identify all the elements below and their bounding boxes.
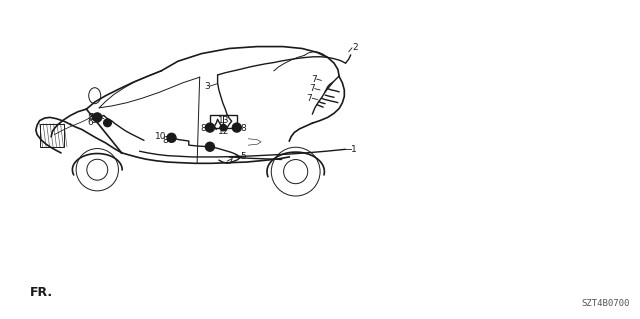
Text: 7: 7	[309, 84, 315, 93]
Bar	[210, 115, 237, 128]
Circle shape	[93, 113, 102, 122]
Text: 10: 10	[155, 132, 166, 141]
Text: 13: 13	[218, 116, 229, 125]
Text: 7: 7	[307, 94, 312, 103]
Circle shape	[167, 133, 176, 142]
Text: 12: 12	[218, 127, 229, 136]
Text: 3: 3	[204, 82, 210, 91]
Circle shape	[205, 123, 214, 132]
Circle shape	[232, 123, 241, 132]
Text: 11: 11	[90, 113, 101, 122]
Text: 7: 7	[227, 157, 233, 166]
Text: 8: 8	[87, 113, 93, 122]
Circle shape	[220, 124, 227, 131]
Text: SZT4B0700: SZT4B0700	[582, 299, 630, 308]
Text: 1: 1	[351, 145, 356, 154]
Text: 8: 8	[240, 124, 246, 133]
Circle shape	[205, 142, 214, 151]
Text: 5: 5	[240, 152, 246, 161]
Text: 8: 8	[200, 124, 206, 133]
Circle shape	[104, 119, 111, 127]
Text: 7: 7	[311, 75, 317, 84]
Text: 2: 2	[352, 43, 358, 52]
Text: FR.: FR.	[29, 286, 52, 299]
Text: 8: 8	[162, 136, 168, 145]
Bar	[40, 124, 64, 147]
Text: 6: 6	[87, 118, 93, 127]
